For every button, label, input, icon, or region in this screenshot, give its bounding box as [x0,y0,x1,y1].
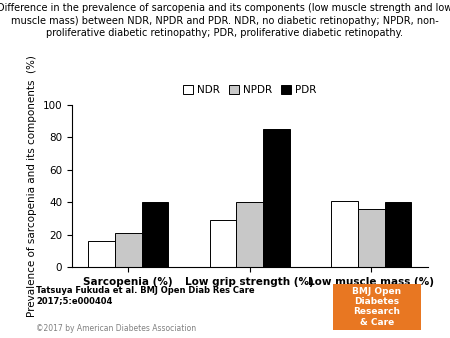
Bar [263,129,290,267]
Bar [88,241,115,267]
Bar [115,233,142,267]
Bar [331,200,358,267]
Bar [142,202,168,267]
Text: Difference in the prevalence of sarcopenia and its components (low muscle streng: Difference in the prevalence of sarcopen… [0,3,450,38]
Text: BMJ Open
Diabetes
Research
& Care: BMJ Open Diabetes Research & Care [352,287,401,327]
Bar [236,202,263,267]
Bar [385,202,411,267]
Legend: NDR, NPDR, PDR: NDR, NPDR, PDR [180,82,320,98]
Y-axis label: Prevalence of sarcopenia and its components  (%): Prevalence of sarcopenia and its compone… [27,55,37,317]
Bar [358,209,385,267]
Bar [210,220,236,267]
Text: ©2017 by American Diabetes Association: ©2017 by American Diabetes Association [36,324,196,333]
Text: Tatsuya Fukuda et al. BMJ Open Diab Res Care
2017;5:e000404: Tatsuya Fukuda et al. BMJ Open Diab Res … [36,286,255,305]
